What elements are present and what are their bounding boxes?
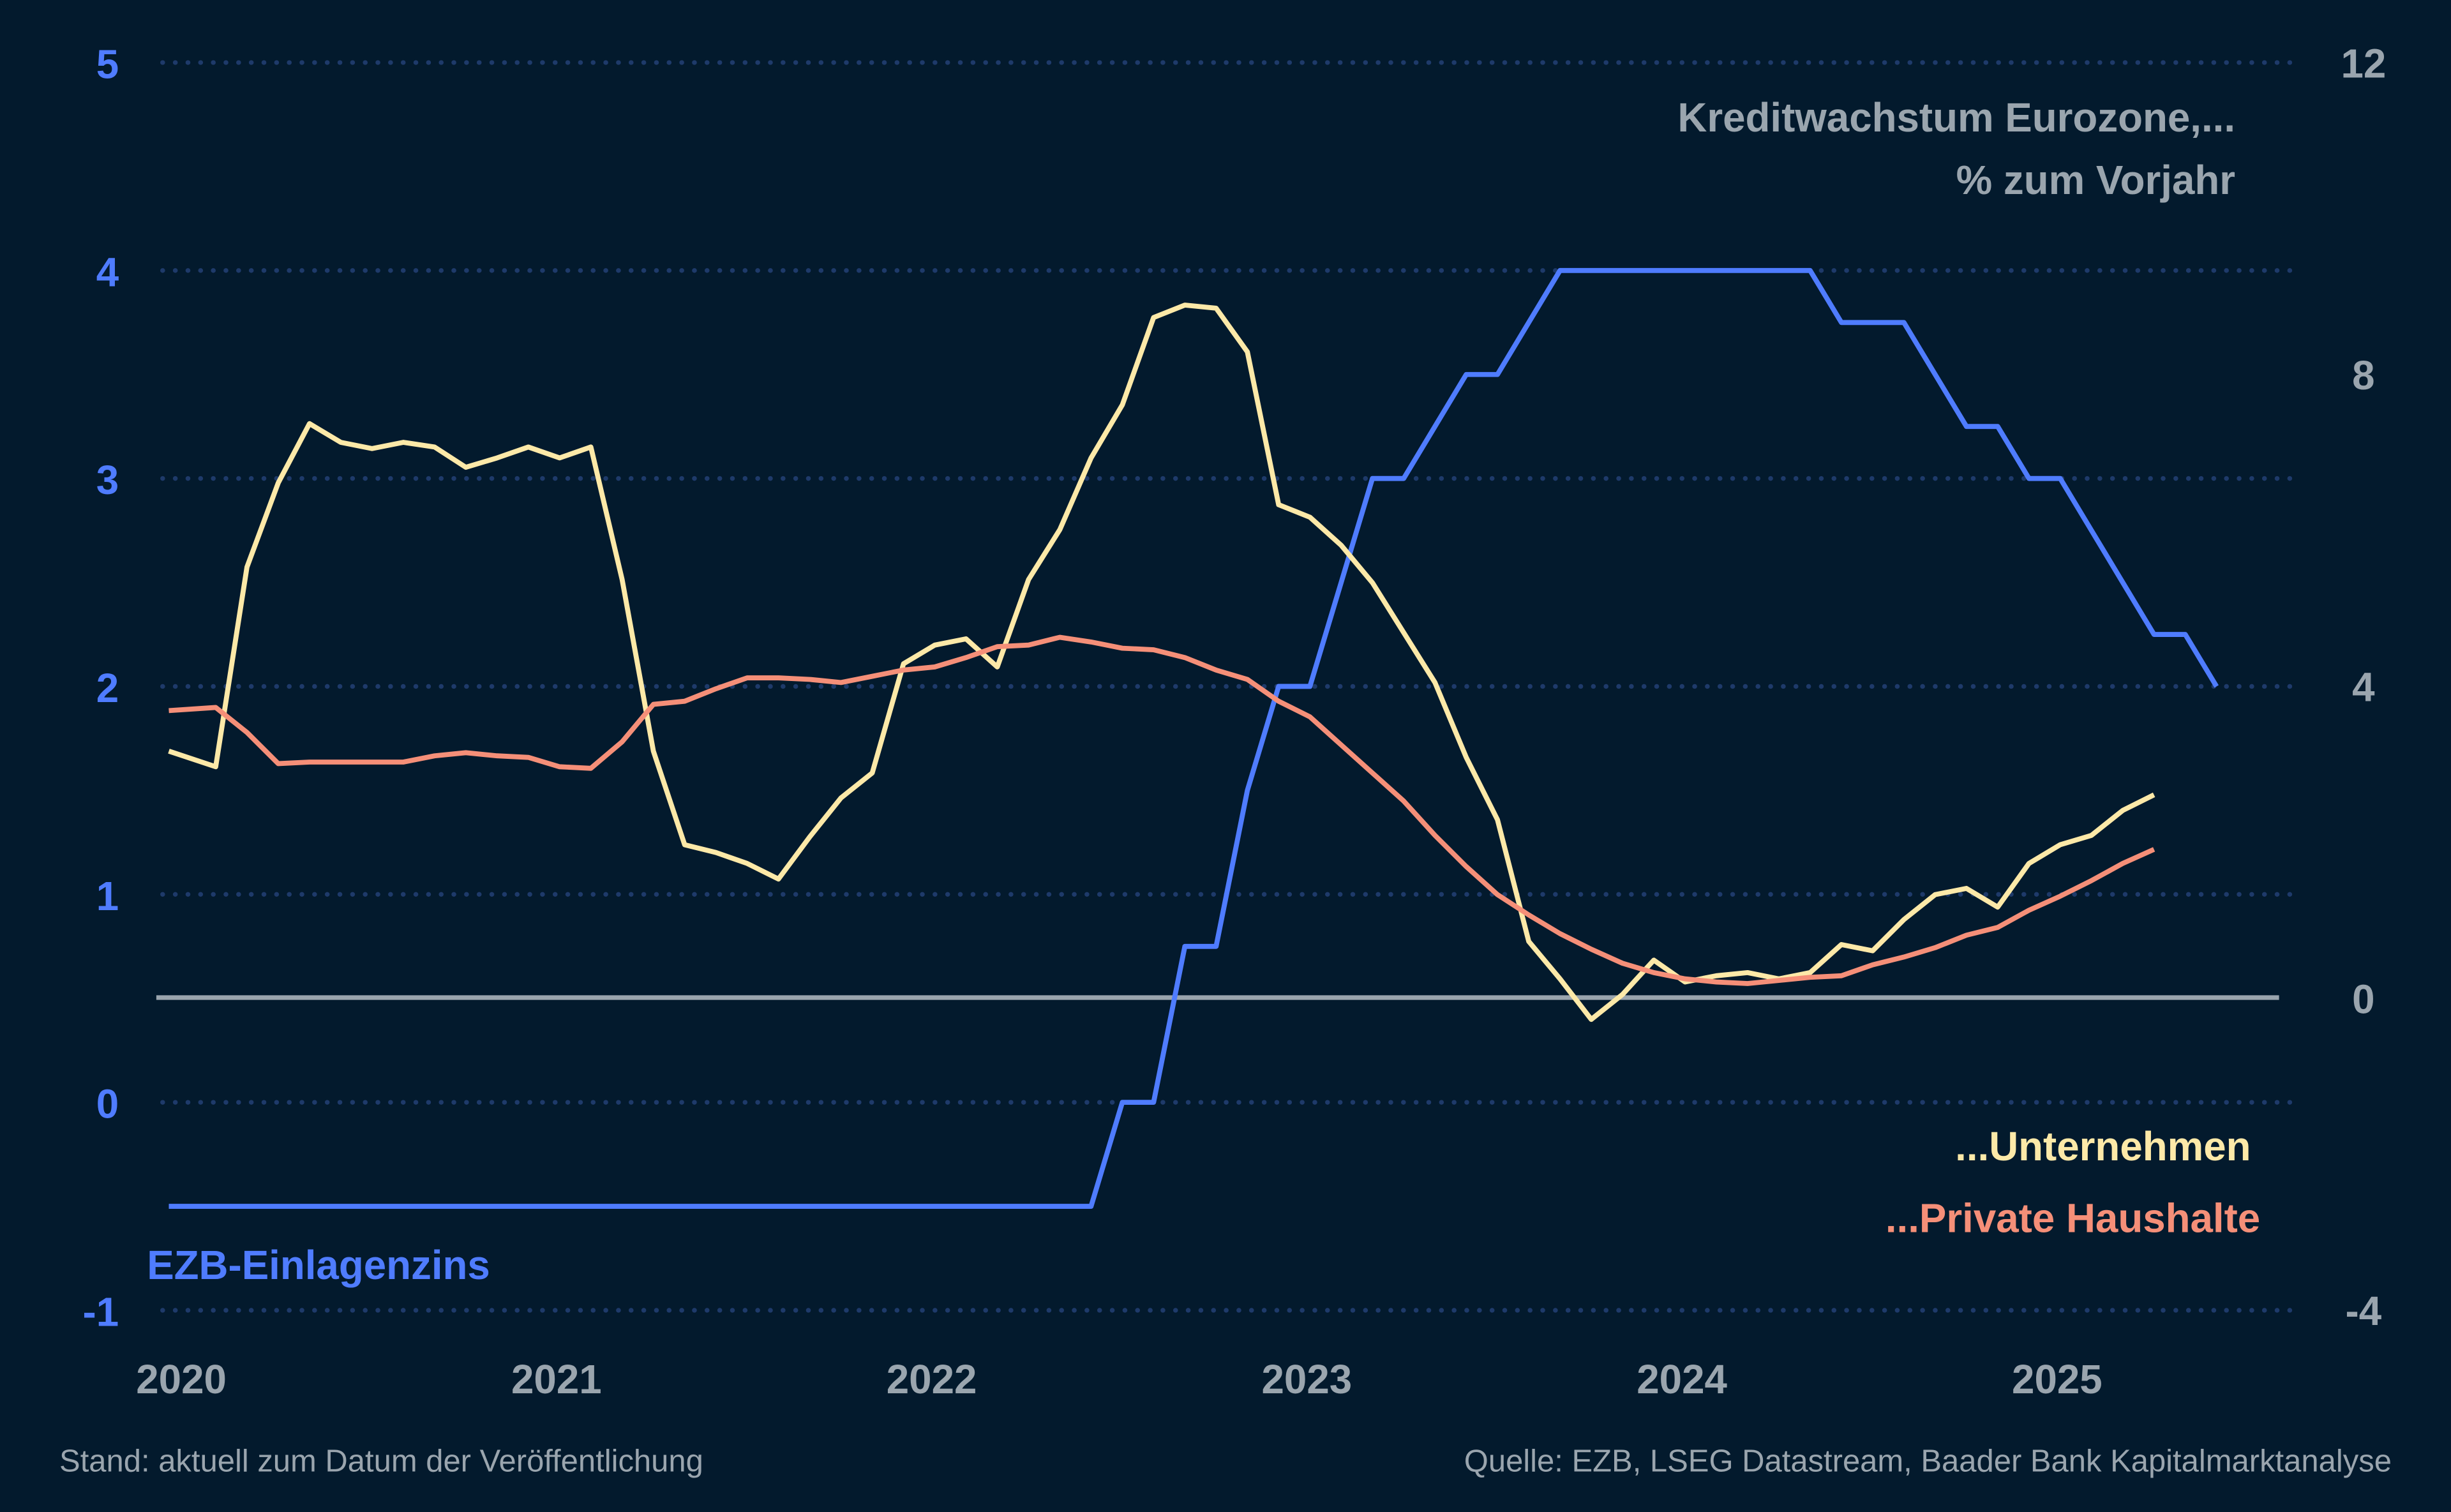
right-axis: 12 8 4 0 -4 xyxy=(2341,41,2386,1334)
right-tick-label: 12 xyxy=(2341,41,2386,86)
right-tick-label: 0 xyxy=(2352,977,2374,1022)
right-tick-label: 4 xyxy=(2352,665,2375,710)
left-tick-label: 3 xyxy=(96,458,119,503)
x-tick-label: 2024 xyxy=(1637,1357,1727,1402)
series-label-haushalte: ...Private Haushalte xyxy=(1885,1195,2260,1241)
right-tick-label: -4 xyxy=(2346,1289,2382,1334)
left-tick-label: 0 xyxy=(96,1082,119,1127)
series-points-2 xyxy=(169,637,2154,984)
left-tick-label: 2 xyxy=(96,666,119,711)
chart-title: Kreditwachstum Eurozone,... xyxy=(1677,95,2235,140)
x-tick-label: 2020 xyxy=(136,1357,227,1402)
series-points-0 xyxy=(169,270,2217,1207)
left-tick-label: 4 xyxy=(96,250,119,295)
x-tick-label: 2022 xyxy=(887,1357,977,1402)
x-axis: 2020 2021 2022 2023 2024 2025 xyxy=(136,1357,2102,1402)
series-points-1 xyxy=(169,304,2154,1020)
series-label-unternehmen: ...Unternehmen xyxy=(1955,1124,2251,1169)
right-tick-label: 8 xyxy=(2352,353,2374,398)
chart-subtitle: % zum Vorjahr xyxy=(1956,158,2235,203)
series-line-2 xyxy=(169,634,2155,986)
x-tick-label: 2023 xyxy=(1262,1357,1353,1402)
footer-note: Stand: aktuell zum Datum der Veröffentli… xyxy=(59,1444,703,1478)
left-tick-label: -1 xyxy=(83,1289,119,1335)
series-line-0 xyxy=(169,267,2219,1209)
left-axis: 5 4 3 2 1 0 -1 xyxy=(83,41,119,1335)
footer-source: Quelle: EZB, LSEG Datastream, Baader Ban… xyxy=(1464,1444,2392,1478)
left-tick-label: 1 xyxy=(96,874,119,919)
x-tick-label: 2021 xyxy=(511,1357,602,1402)
x-tick-label: 2025 xyxy=(2012,1357,2102,1402)
series-label-einlagenzins: EZB-Einlagenzins xyxy=(147,1243,490,1288)
left-tick-label: 5 xyxy=(96,41,119,87)
series-lines xyxy=(168,267,2219,1209)
series-line-1 xyxy=(168,303,2155,1022)
